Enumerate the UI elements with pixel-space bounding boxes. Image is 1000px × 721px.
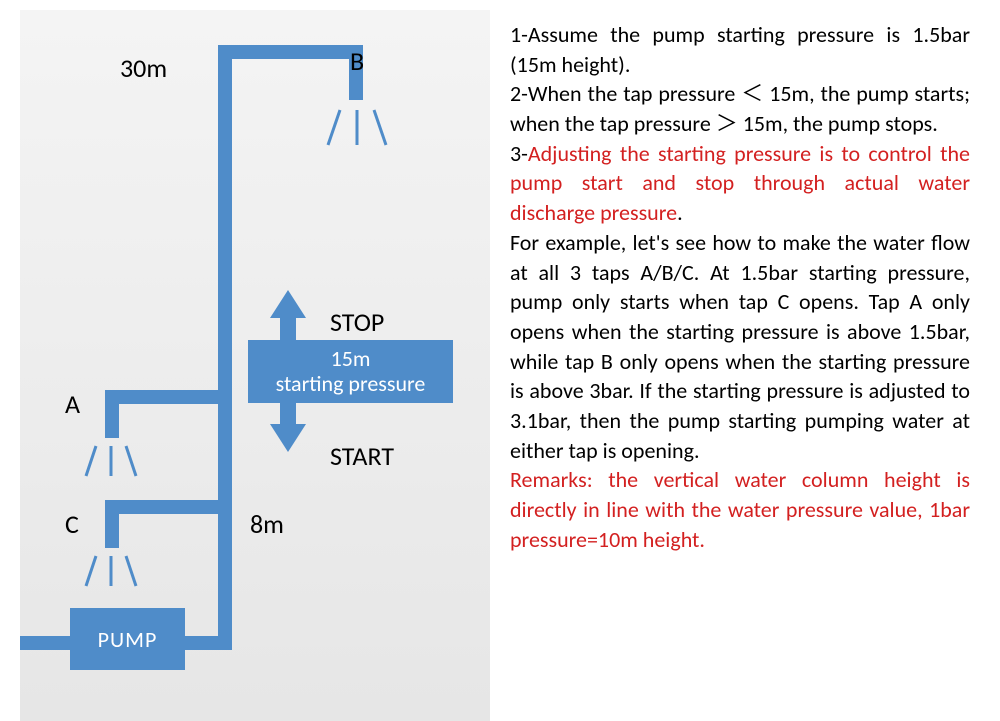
- label-b: B: [350, 45, 364, 77]
- label-a: A: [65, 388, 80, 420]
- label-start: START: [330, 440, 394, 472]
- spray-b: [320, 105, 400, 155]
- starting-pressure-box: 15m starting pressure: [248, 340, 453, 403]
- arrow-down-icon: [270, 424, 306, 452]
- sp-line2: starting pressure: [260, 371, 441, 396]
- spray-a: [78, 442, 148, 484]
- sp-arrow-up-group: [272, 290, 306, 340]
- sp-arrow-down-group: [272, 402, 306, 452]
- tap-c-spout: [105, 500, 119, 548]
- pipe-c-horizontal: [105, 500, 232, 514]
- pump-label: PUMP: [98, 626, 158, 653]
- pipe-top-horizontal: [218, 45, 363, 59]
- para-4: For example, let's see how to make the w…: [510, 228, 970, 466]
- spray-c: [78, 552, 148, 594]
- para-2: 2-When the tap pressure ＜ 15m, the pump …: [510, 79, 970, 138]
- label-30m: 30m: [120, 52, 167, 84]
- diagram-panel: PUMP 30m B A C 8m STOP 15m starting pres…: [20, 10, 490, 721]
- para-3: 3-Adjusting the starting pressure is to …: [510, 139, 970, 228]
- sp-line1: 15m: [260, 346, 441, 371]
- arrow-up-icon: [270, 290, 306, 318]
- pump-box: PUMP: [70, 608, 185, 670]
- pipe-a-horizontal: [105, 390, 232, 404]
- text-panel: 1-Assume the pump starting pressure is 1…: [490, 0, 1000, 711]
- para-1: 1-Assume the pump starting pressure is 1…: [510, 20, 970, 79]
- para-5: Remarks: the vertical water column heigh…: [510, 465, 970, 554]
- para-3-prefix: 3-: [510, 140, 528, 167]
- tap-a-spout: [105, 390, 119, 438]
- label-c: C: [65, 508, 79, 540]
- arrow-down-stem: [280, 402, 296, 424]
- para-3-suffix: .: [677, 199, 683, 226]
- label-stop: STOP: [330, 306, 384, 338]
- label-8m: 8m: [250, 508, 284, 540]
- para-3-red: Adjusting the starting pressure is to co…: [510, 140, 970, 226]
- arrow-up-stem: [280, 318, 296, 340]
- pipe-main-vertical: [218, 45, 232, 650]
